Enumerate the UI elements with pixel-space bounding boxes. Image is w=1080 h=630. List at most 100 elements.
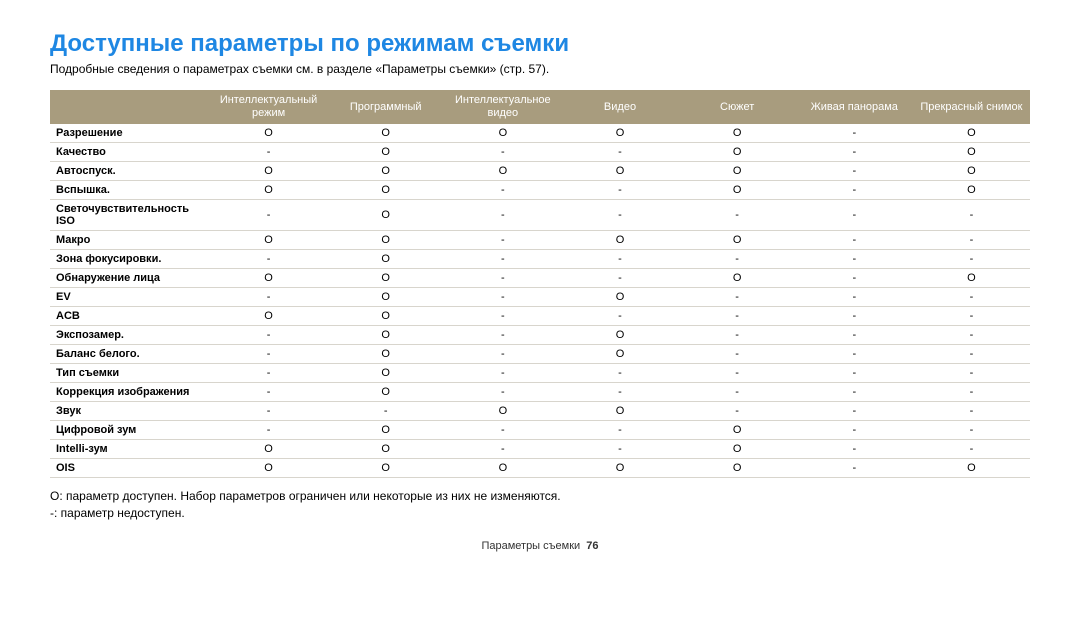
cell: - [796,383,913,402]
cell: - [679,288,796,307]
col-header: Видео [561,90,678,124]
cell: O [327,288,444,307]
row-label: Тип съемки [50,364,210,383]
cell: - [796,250,913,269]
table-row: Автоспуск.OOOOO-O [50,162,1030,181]
cell: O [561,345,678,364]
row-label: OIS [50,459,210,478]
cell: - [561,383,678,402]
cell: - [210,288,327,307]
cell: O [561,459,678,478]
row-label: Обнаружение лица [50,269,210,288]
cell: O [327,269,444,288]
cell: - [210,143,327,162]
table-row: Тип съемки-O----- [50,364,1030,383]
table-row: Intelli-зумOO--O-- [50,440,1030,459]
cell: O [913,459,1030,478]
cell: O [327,162,444,181]
cell: - [210,345,327,364]
cell: - [913,250,1030,269]
cell: O [679,124,796,143]
row-label: Вспышка. [50,181,210,200]
cell: - [444,364,561,383]
cell: - [796,402,913,421]
table-row: Светочувствительность ISO-O----- [50,200,1030,231]
cell: - [679,383,796,402]
page-title: Доступные параметры по режимам съемки [50,30,1030,58]
cell: O [210,162,327,181]
cell: - [327,402,444,421]
cell: - [210,421,327,440]
note-available: O: параметр доступен. Набор параметров о… [50,488,1030,505]
row-label: Автоспуск. [50,162,210,181]
cell: - [444,269,561,288]
note-unavailable: -: параметр недоступен. [50,505,1030,522]
table-row: Качество-O--O-O [50,143,1030,162]
cell: - [210,364,327,383]
cell: - [796,459,913,478]
cell: O [913,181,1030,200]
cell: - [210,250,327,269]
cell: O [327,421,444,440]
cell: - [561,143,678,162]
cell: - [913,345,1030,364]
row-label: Баланс белого. [50,345,210,364]
cell: - [561,269,678,288]
cell: - [561,250,678,269]
cell: O [561,326,678,345]
cell: O [210,269,327,288]
cell: O [210,181,327,200]
page-subtitle: Подробные сведения о параметрах съемки с… [50,62,1030,76]
cell: O [327,307,444,326]
row-label: Цифровой зум [50,421,210,440]
cell: O [327,383,444,402]
cell: - [444,200,561,231]
cell: - [679,250,796,269]
cell: - [444,421,561,440]
cell: - [210,402,327,421]
cell: - [796,124,913,143]
cell: O [561,231,678,250]
cell: - [913,288,1030,307]
cell: - [444,143,561,162]
cell: - [796,200,913,231]
col-header: Программный [327,90,444,124]
cell: - [444,181,561,200]
row-label: Разрешение [50,124,210,143]
cell: - [444,250,561,269]
cell: - [796,440,913,459]
cell: - [444,440,561,459]
cell: O [561,124,678,143]
row-label: Звук [50,402,210,421]
cell: - [913,307,1030,326]
cell: O [679,440,796,459]
cell: O [561,162,678,181]
cell: - [210,200,327,231]
cell: O [327,459,444,478]
table-row: EV-O-O--- [50,288,1030,307]
row-label: EV [50,288,210,307]
table-row: OISOOOOO-O [50,459,1030,478]
table-row: ACBOO----- [50,307,1030,326]
cell: - [796,231,913,250]
cell: - [796,143,913,162]
cell: - [913,326,1030,345]
cell: - [444,307,561,326]
page-footer: Параметры съемки 76 [50,540,1030,552]
cell: - [679,326,796,345]
cell: O [327,200,444,231]
cell: - [913,402,1030,421]
cell: O [444,124,561,143]
cell: O [327,231,444,250]
cell: - [444,326,561,345]
table-row: Обнаружение лицаOO--O-O [50,269,1030,288]
cell: - [796,326,913,345]
row-label: Макро [50,231,210,250]
cell: O [913,124,1030,143]
cell: O [210,459,327,478]
cell: O [327,250,444,269]
cell: - [444,345,561,364]
cell: O [679,421,796,440]
table-row: МакроOO-OO-- [50,231,1030,250]
cell: O [679,269,796,288]
